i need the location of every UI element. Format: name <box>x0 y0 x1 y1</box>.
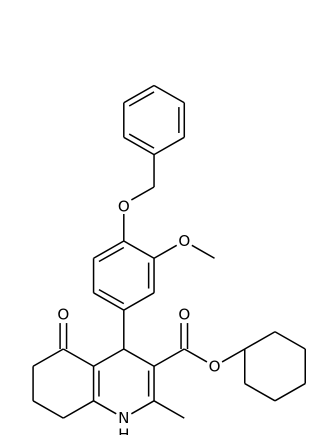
atom-label: O <box>209 357 221 375</box>
ester <box>153 323 246 367</box>
atom-label: O <box>118 197 130 215</box>
bond <box>153 244 178 259</box>
bond <box>191 244 215 259</box>
benzene-ring <box>123 84 186 156</box>
cyclohexenone-ring <box>32 323 94 419</box>
atom-label: O <box>178 305 190 323</box>
atom-label: O <box>178 232 190 250</box>
atom-label: O <box>57 305 69 323</box>
pyridine-ring <box>92 348 155 415</box>
molecule: O O O O O N H <box>32 84 306 435</box>
atom-label: N <box>118 409 129 427</box>
atom-label: H <box>118 425 129 435</box>
bond <box>130 186 155 201</box>
cyclohexyl-ring <box>244 331 306 402</box>
aryl-ring <box>92 240 155 311</box>
methyl-bond <box>153 400 185 419</box>
